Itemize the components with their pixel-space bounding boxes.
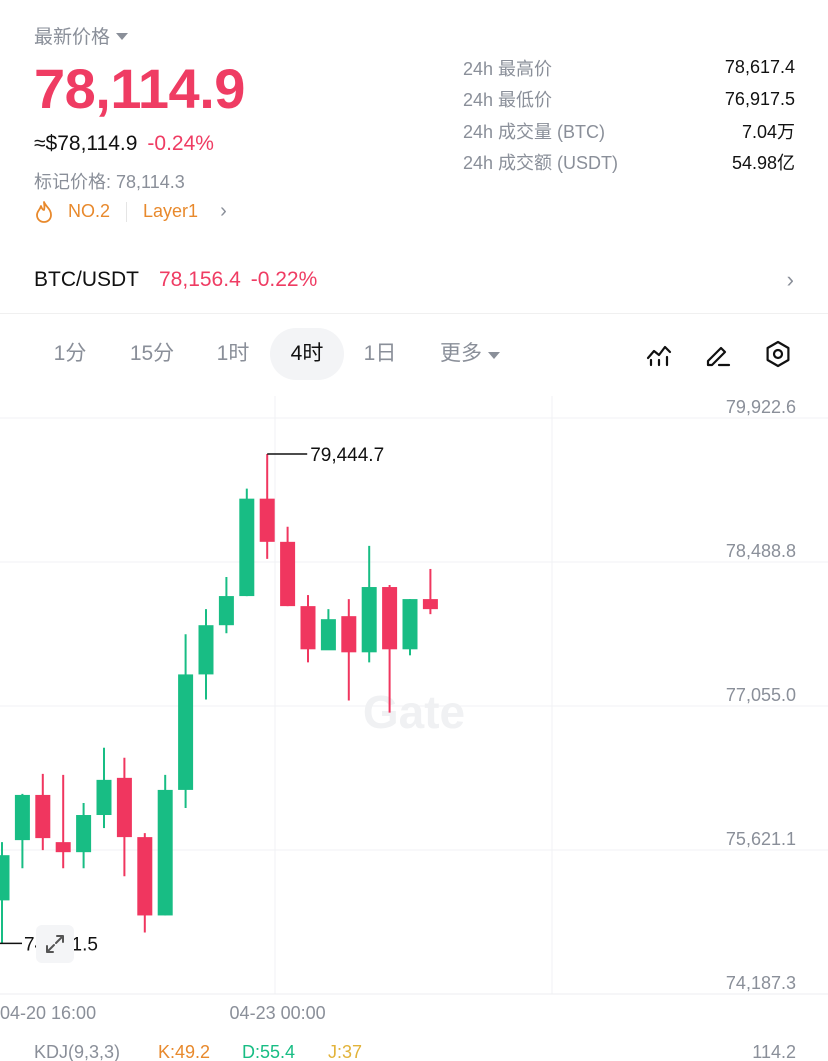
candle-up (96, 779, 112, 816)
latest-price-label: 最新价格 (34, 27, 111, 48)
last-price: 78,114.9 (34, 57, 245, 120)
candle-down (55, 842, 71, 853)
watermark: Gate (363, 686, 465, 738)
candle-up (218, 596, 234, 626)
spot-pair-row[interactable]: BTC/USDT 78,156.4 -0.22% › (0, 252, 828, 308)
pair-name: BTC/USDT (34, 268, 139, 291)
tab-1h[interactable]: 1时 (216, 342, 250, 365)
more-label: 更多 (440, 342, 482, 365)
category-tag: Layer1 (143, 201, 199, 221)
chevron-right-icon: › (786, 267, 794, 292)
x-tick-label: 04-23 00:00 (230, 1003, 326, 1023)
mark-price: 标记价格: 78,114.3 (34, 172, 185, 192)
tab-1m[interactable]: 1分 (53, 342, 87, 365)
stat-value: 54.98亿 (731, 153, 795, 174)
stat-value: 76,917.5 (724, 88, 795, 109)
candle-down (116, 777, 132, 838)
chart-canvas: 79,922.6 78,488.8 77,055.0 75,621.1 74,187.3… (0, 396, 828, 1061)
stat-row: 24h 最高价 78,617.4 (463, 52, 795, 84)
tab-4h[interactable]: 4时 (270, 328, 344, 380)
tab-1d[interactable]: 1日 (363, 342, 397, 365)
kdj-label: KDJ(9,3,3) (34, 1042, 120, 1061)
candle-up (14, 794, 30, 841)
pair-change: -0.22% (250, 268, 318, 291)
candle-down (280, 541, 296, 607)
stat-label: 24h 最低价 (463, 90, 553, 111)
stat-row: 24h 最低价 76,917.5 (463, 84, 795, 116)
kdj-k: K:49.2 (158, 1042, 210, 1061)
candlestick-chart[interactable]: 79,922.6 78,488.8 77,055.0 75,621.1 74,187.3… (0, 396, 828, 1061)
settings-icon[interactable] (764, 340, 792, 368)
latest-price-selector[interactable]: 最新价格 (34, 22, 129, 49)
coin-tags[interactable]: NO.2 Layer1 › (34, 200, 227, 223)
caret-down-icon (488, 351, 500, 359)
y-tick-label: 79,922.6 (726, 397, 796, 417)
candle-up (239, 498, 255, 597)
chevron-right-icon: › (220, 200, 227, 222)
usd-price-line: ≈$78,114.9 -0.24% (34, 132, 214, 156)
y-tick-label: 77,055.0 (726, 685, 796, 705)
tab-15m[interactable]: 15分 (129, 342, 175, 365)
candle-up (198, 625, 214, 675)
draw-icon[interactable] (704, 340, 732, 368)
candle-down (35, 794, 51, 839)
kdj-d: D:55.4 (242, 1042, 295, 1061)
expand-chart-button[interactable] (36, 925, 74, 963)
rank-tag: NO.2 (68, 201, 111, 221)
kdj-axis-value: 114.2 (752, 1042, 796, 1061)
pair-price: 78,156.4 (159, 268, 241, 291)
stat-label: 24h 最高价 (463, 58, 553, 79)
timeframe-bar: 1分 15分 1时 4时 1日 更多 (0, 328, 828, 382)
indicator-icon[interactable] (645, 340, 673, 368)
candle-down (137, 837, 153, 916)
stat-value: 78,617.4 (724, 57, 795, 78)
stat-value: 7.04万 (741, 121, 795, 142)
usd-price: ≈$78,114.9 (34, 132, 138, 155)
high-annotation-label: 79,444.7 (310, 445, 384, 466)
stat-row: 24h 成交量 (BTC) 7.04万 (463, 115, 795, 147)
candle-down (341, 616, 357, 653)
candle-up (157, 789, 173, 916)
stat-label: 24h 成交额 (USDT) (463, 153, 619, 174)
flame-icon (36, 200, 52, 223)
market-header: 最新价格 78,114.9 ≈$78,114.9 -0.24% 标记价格: 78… (0, 0, 828, 240)
candle-up (178, 674, 194, 790)
tag-divider (126, 201, 128, 222)
stats-panel: 24h 最高价 78,617.4 24h 最低价 76,917.5 24h 成交量 (B… (463, 52, 795, 178)
stat-label: 24h 成交量 (BTC) (463, 121, 606, 142)
stat-row: 24h 成交额 (USDT) 54.98亿 (463, 147, 795, 179)
caret-down-icon (116, 33, 129, 40)
candle-up (402, 599, 418, 650)
candle-up (361, 587, 377, 653)
kdj-j: J:37 (328, 1042, 362, 1061)
candle-up (0, 855, 10, 901)
candle-down (300, 606, 316, 650)
price-change: -0.24% (147, 132, 214, 155)
expand-icon (46, 935, 64, 953)
y-tick-label: 75,621.1 (726, 829, 796, 849)
candle-down (259, 498, 275, 542)
section-divider (0, 313, 828, 314)
candle-up (320, 619, 336, 651)
x-tick-label: 04-20 16:00 (0, 1003, 96, 1023)
candle-down (382, 587, 398, 650)
candle-up (76, 815, 92, 853)
more-timeframes[interactable]: 更多 (420, 328, 520, 380)
y-tick-label: 74,187.3 (726, 973, 796, 993)
candle-down (422, 599, 438, 610)
y-tick-label: 78,488.8 (726, 541, 796, 561)
